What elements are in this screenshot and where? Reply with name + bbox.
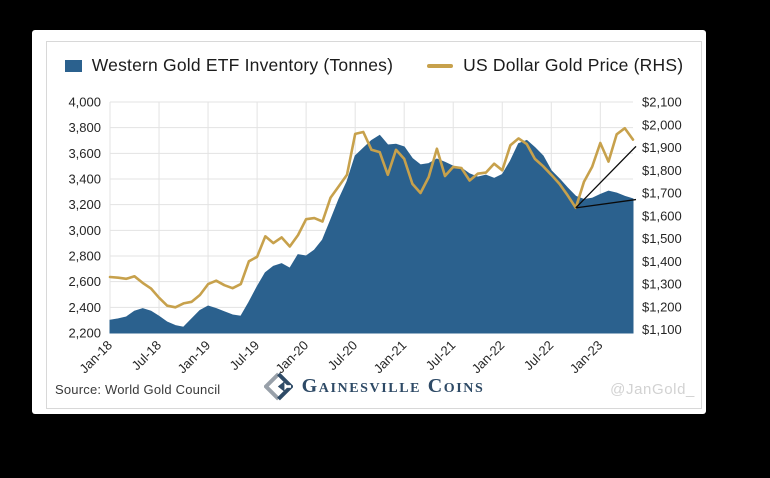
svg-text:$2,000: $2,000 [642,117,682,132]
inventory-area-swatch-icon [64,59,82,72]
svg-text:2,800: 2,800 [68,249,101,264]
brand-lockup: Gainesville Coins [47,372,701,401]
svg-text:2,400: 2,400 [68,300,101,315]
svg-text:Jul-19: Jul-19 [227,338,263,374]
brand-name: Gainesville Coins [301,375,485,397]
gold-price-line-swatch-icon [427,63,454,68]
svg-text:$1,200: $1,200 [642,299,682,314]
svg-text:4,000: 4,000 [68,95,101,110]
svg-text:Jan-21: Jan-21 [371,338,410,377]
svg-text:Jul-22: Jul-22 [521,338,557,374]
svg-text:Jul-18: Jul-18 [128,338,164,374]
gold-etf-chart-plot: 4,000 3,800 3,600 3,400 3,200 3,000 2,800 2,600… [68,95,682,377]
svg-text:$1,500: $1,500 [642,231,682,246]
svg-text:$1,900: $1,900 [642,140,682,155]
svg-text:Jan-23: Jan-23 [567,338,606,377]
svg-text:3,600: 3,600 [68,146,101,161]
legend-item-gold-price: US Dollar Gold Price (RHS) [427,55,683,76]
svg-text:3,000: 3,000 [68,223,101,238]
svg-text:$1,800: $1,800 [642,163,682,178]
svg-text:Jan-19: Jan-19 [174,338,213,377]
svg-text:$2,100: $2,100 [642,95,682,110]
svg-text:$1,300: $1,300 [642,277,682,292]
svg-text:3,200: 3,200 [68,197,101,212]
svg-text:3,800: 3,800 [68,120,101,135]
svg-text:Jul-20: Jul-20 [325,338,361,374]
svg-text:Jan-22: Jan-22 [469,338,508,377]
gainesville-coins-logo-icon [263,372,293,401]
watermark: @JanGold_ [610,381,695,398]
chart-card: Western Gold ETF Inventory (Tonnes) US D… [32,30,706,414]
chart-panel: Western Gold ETF Inventory (Tonnes) US D… [46,41,702,409]
svg-text:2,600: 2,600 [68,274,101,289]
legend-item-inventory: Western Gold ETF Inventory (Tonnes) [64,55,394,76]
source-note: Source: World Gold Council [55,382,221,397]
legend: Western Gold ETF Inventory (Tonnes) US D… [47,55,701,76]
svg-text:2,200: 2,200 [68,326,101,341]
svg-text:$1,100: $1,100 [642,322,682,337]
svg-text:$1,700: $1,700 [642,186,682,201]
legend-inventory-label: Western Gold ETF Inventory (Tonnes) [91,55,394,75]
svg-text:3,400: 3,400 [68,172,101,187]
svg-text:Jul-21: Jul-21 [423,338,459,374]
svg-text:Jan-18: Jan-18 [76,338,115,377]
svg-text:$1,400: $1,400 [642,254,682,269]
legend-gold-price-label: US Dollar Gold Price (RHS) [463,55,684,75]
svg-text:Jan-20: Jan-20 [273,338,312,377]
svg-text:$1,600: $1,600 [642,208,682,223]
